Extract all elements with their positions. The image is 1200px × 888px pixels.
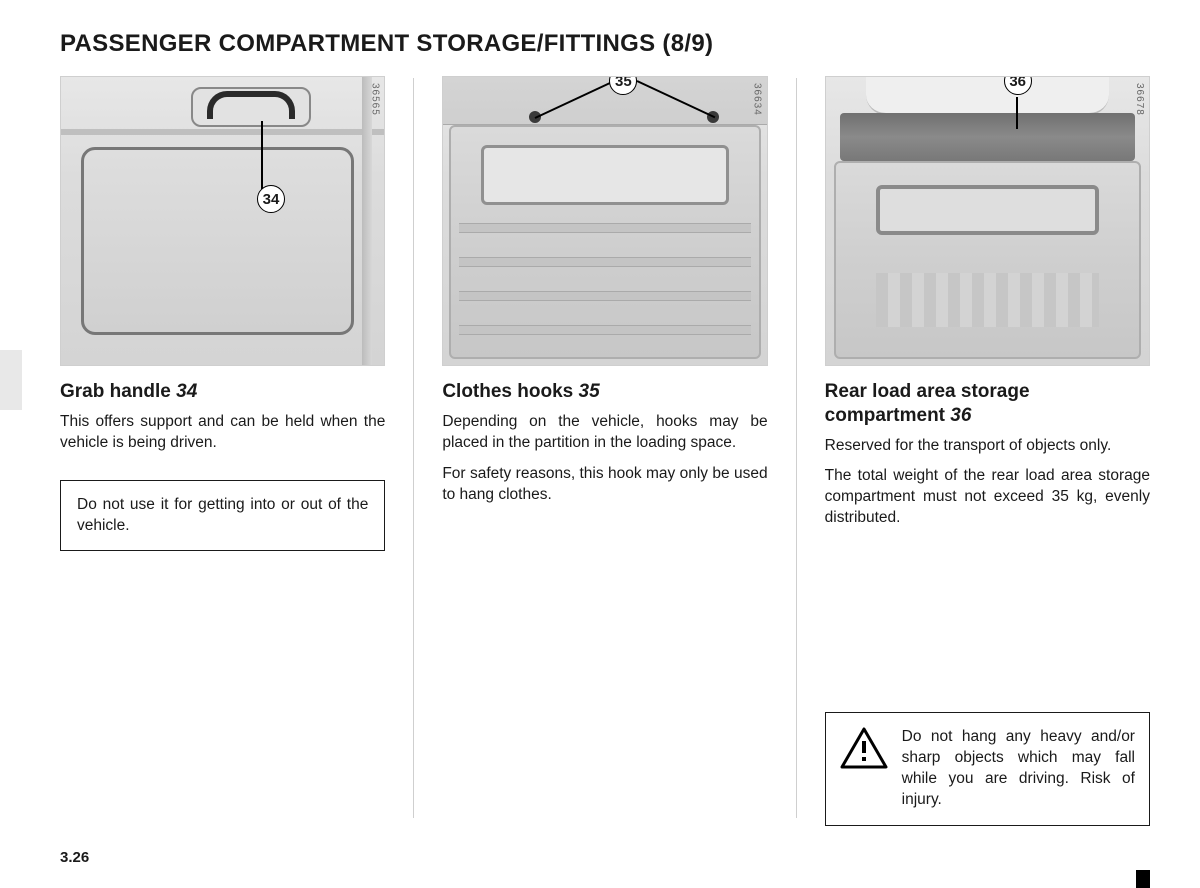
fig3-upperlight bbox=[866, 77, 1109, 115]
leader-line bbox=[1016, 97, 1018, 129]
fig2-window bbox=[481, 145, 728, 205]
heading-grab-handle: Grab handle 34 bbox=[60, 380, 385, 404]
fig2-rib bbox=[459, 223, 750, 233]
column-grab-handle: 34 36565 Grab handle 34 This offers supp… bbox=[60, 76, 385, 826]
warning-text: Do not hang any heavy and/or sharp objec… bbox=[902, 727, 1135, 811]
fig3-window bbox=[876, 185, 1099, 235]
column-divider bbox=[796, 78, 797, 818]
page-title: PASSENGER COMPARTMENT STORAGE/FITTINGS (… bbox=[60, 30, 1150, 58]
note-text: Do not use it for getting into or out of… bbox=[77, 496, 368, 534]
title-part: (8/9) bbox=[662, 30, 713, 57]
body-rear-storage: Reserved for the transport of objects on… bbox=[825, 436, 1150, 540]
grab-handle-icon bbox=[207, 91, 295, 119]
paragraph: This offers support and can be held when… bbox=[60, 412, 385, 454]
warning-triangle-icon bbox=[840, 727, 888, 771]
heading-text: Clothes hooks bbox=[442, 381, 578, 402]
manual-page: PASSENGER COMPARTMENT STORAGE/FITTINGS (… bbox=[0, 0, 1200, 888]
callout-34: 34 bbox=[257, 185, 285, 213]
image-id: 36565 bbox=[369, 83, 380, 116]
note-box: Do not use it for getting into or out of… bbox=[60, 480, 385, 552]
fig1-trimline bbox=[61, 129, 384, 135]
crop-mark bbox=[1136, 870, 1150, 888]
paragraph: Depending on the vehicle, hooks may be p… bbox=[442, 412, 767, 454]
figure-clothes-hooks: 35 36634 bbox=[442, 76, 767, 366]
body-grab-handle: This offers support and can be held when… bbox=[60, 412, 385, 464]
paragraph: The total weight of the rear load area s… bbox=[825, 466, 1150, 529]
heading-rear-storage: Rear load area storage compartment 36 bbox=[825, 380, 1150, 428]
fig2-rib bbox=[459, 291, 750, 301]
fig3-panel bbox=[834, 161, 1141, 359]
fig3-floor bbox=[876, 273, 1099, 327]
rear-storage-shelf bbox=[840, 113, 1135, 161]
columns: 34 36565 Grab handle 34 This offers supp… bbox=[60, 76, 1150, 826]
fig2-rib bbox=[459, 325, 750, 335]
fig1-window bbox=[81, 147, 354, 335]
image-id: 36634 bbox=[752, 83, 763, 116]
figure-grab-handle: 34 36565 bbox=[60, 76, 385, 366]
heading-num: 35 bbox=[579, 381, 600, 402]
title-main: PASSENGER COMPARTMENT STORAGE/FITTINGS bbox=[60, 30, 655, 57]
paragraph: For safety reasons, this hook may only b… bbox=[442, 464, 767, 506]
column-divider bbox=[413, 78, 414, 818]
warning-box: Do not hang any heavy and/or sharp objec… bbox=[825, 712, 1150, 826]
heading-num: 34 bbox=[176, 381, 197, 402]
fig2-partition bbox=[449, 125, 760, 359]
body-clothes-hooks: Depending on the vehicle, hooks may be p… bbox=[442, 412, 767, 516]
leader-line bbox=[261, 121, 263, 189]
column-clothes-hooks: 35 36634 Clothes hooks 35 Depending on t… bbox=[442, 76, 767, 826]
fig2-rib bbox=[459, 257, 750, 267]
page-number: 3.26 bbox=[60, 849, 89, 866]
heading-num: 36 bbox=[950, 405, 971, 426]
column-rear-storage: 36 36678 Rear load area storage compartm… bbox=[825, 76, 1150, 826]
heading-text: Rear load area storage compartment bbox=[825, 381, 1030, 426]
figure-rear-storage: 36 36678 bbox=[825, 76, 1150, 366]
heading-text: Grab handle bbox=[60, 381, 176, 402]
image-id: 36678 bbox=[1134, 83, 1145, 116]
heading-clothes-hooks: Clothes hooks 35 bbox=[442, 380, 767, 404]
fig1-pillar bbox=[362, 77, 372, 365]
paragraph: Reserved for the transport of objects on… bbox=[825, 436, 1150, 457]
